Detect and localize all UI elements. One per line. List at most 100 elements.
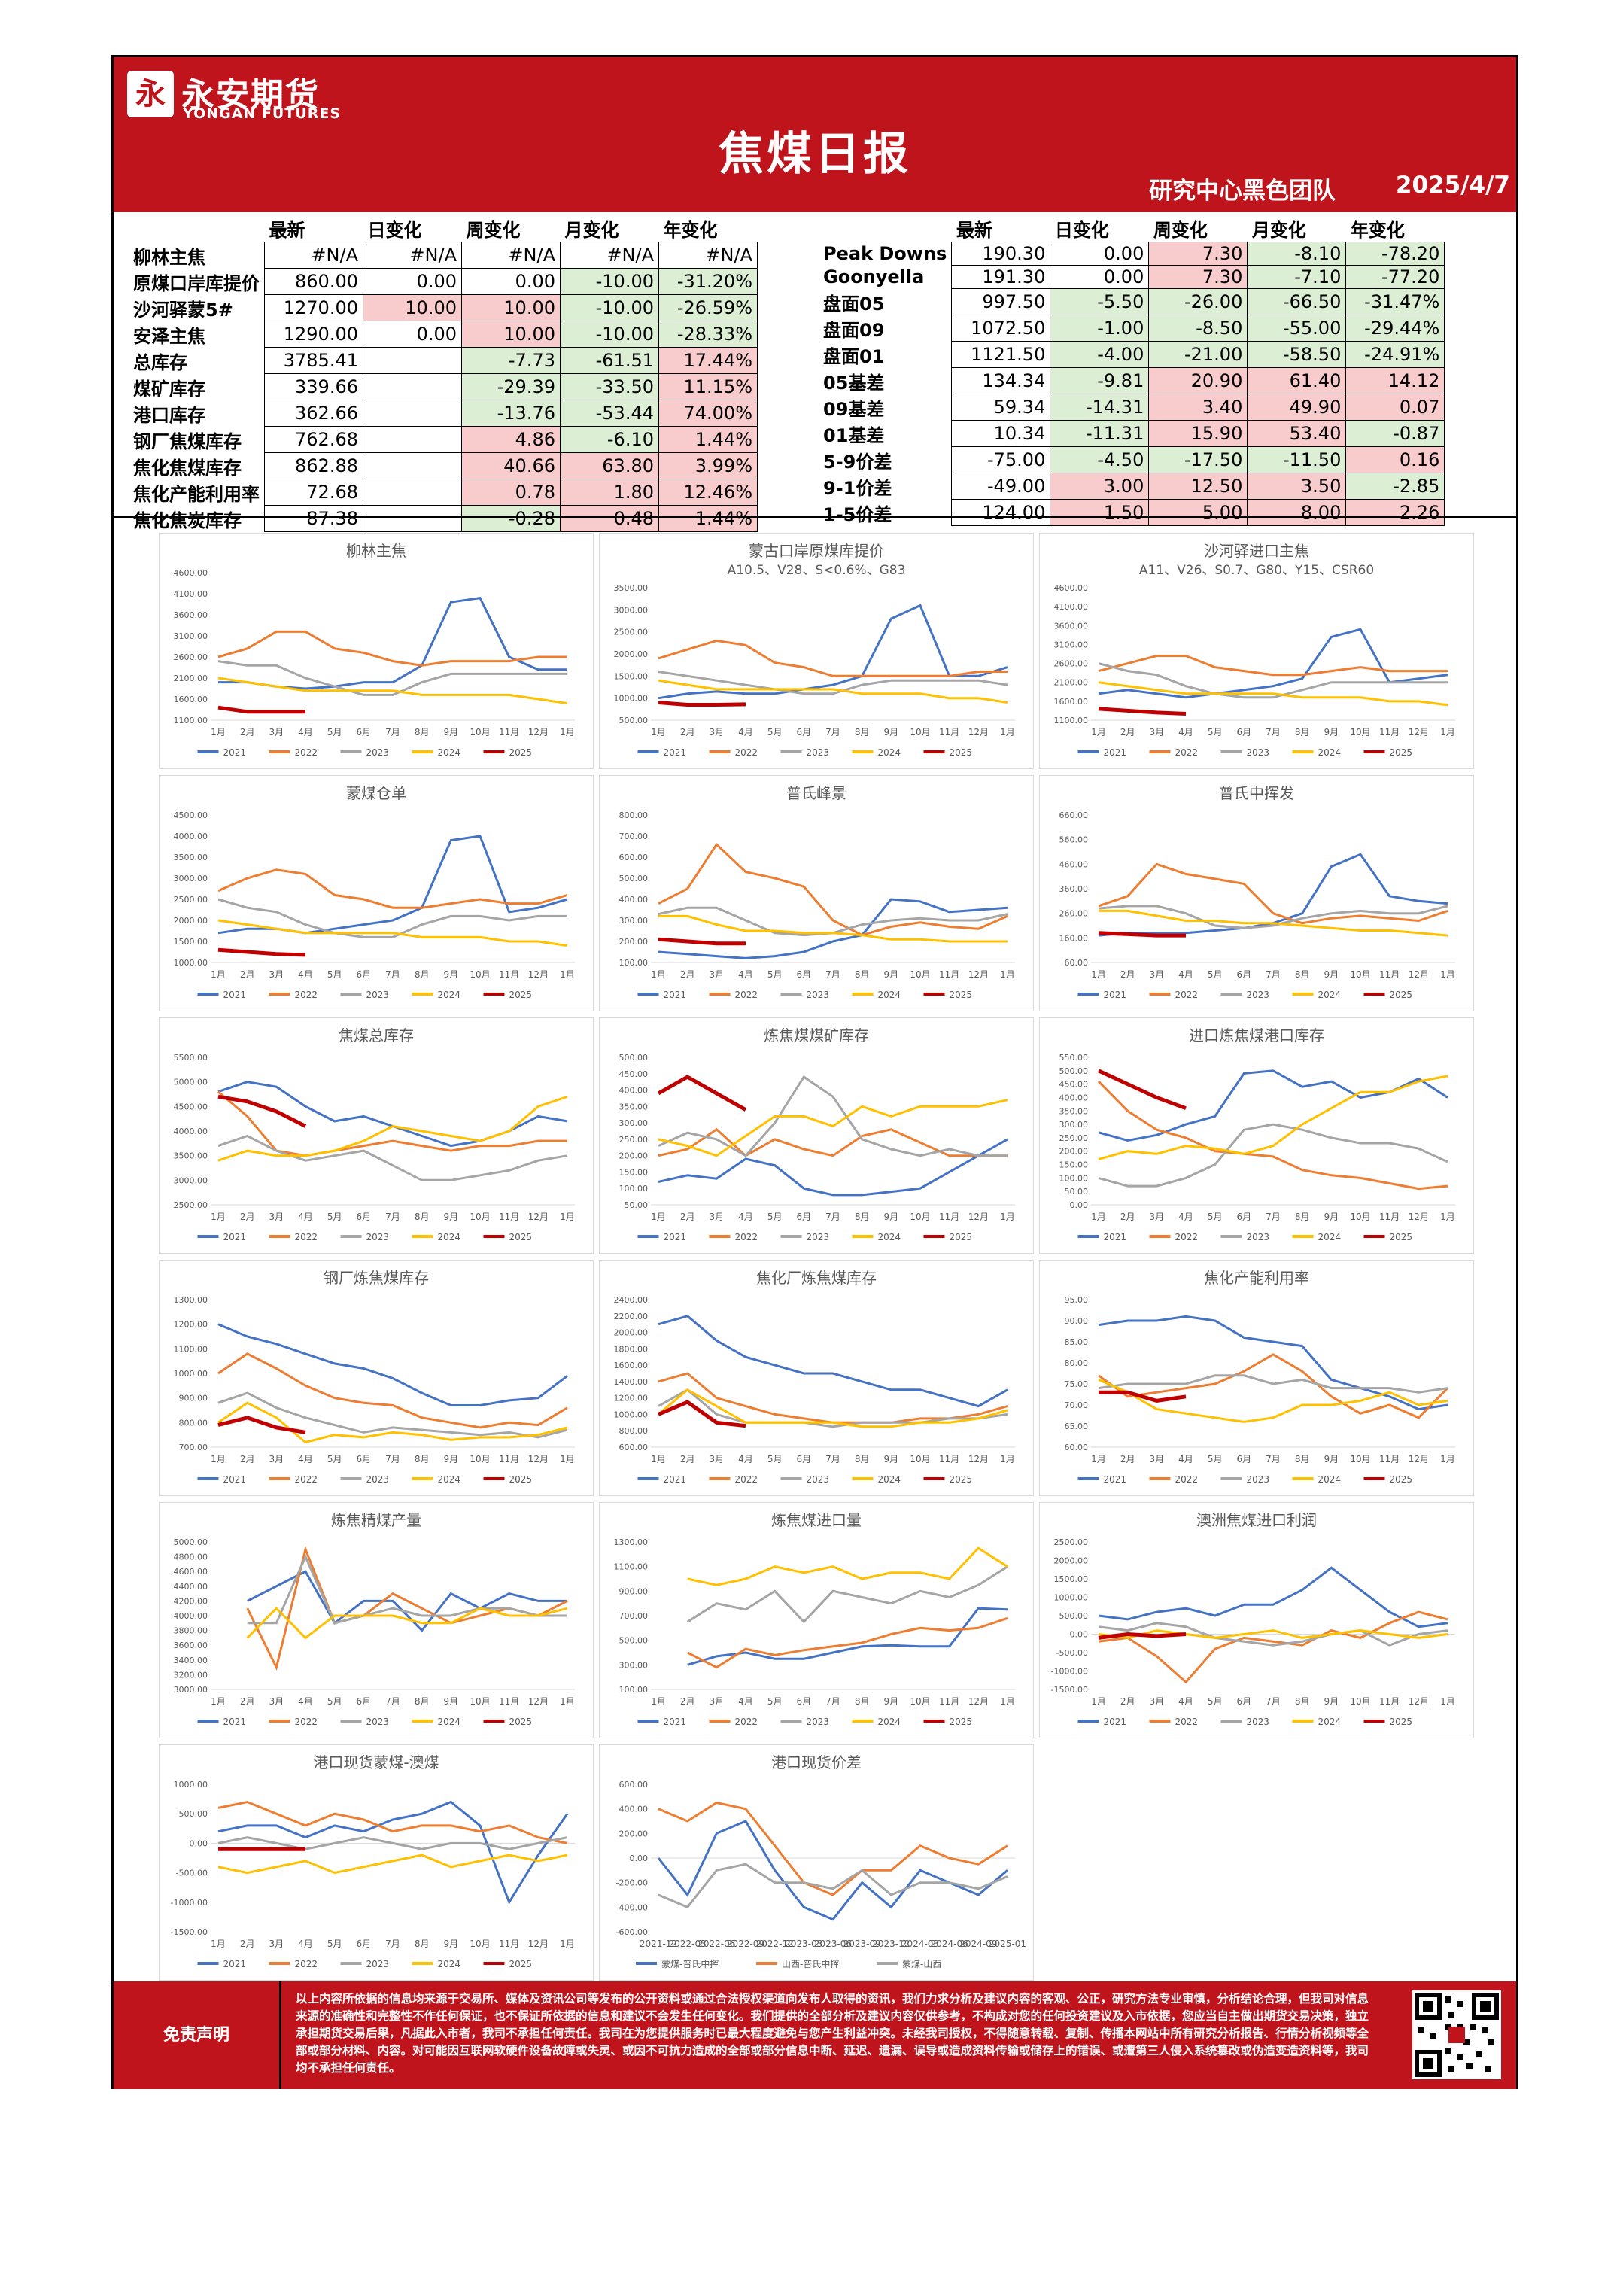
x-tick-label: 9月 (884, 727, 899, 737)
x-tick-label: 2月 (240, 1696, 255, 1707)
y-tick-label: 200.00 (619, 937, 649, 947)
yongan-logo-icon: 永 (127, 71, 174, 117)
cell-value: 10.00 (461, 321, 561, 348)
y-tick-label: 900.00 (619, 1586, 649, 1596)
x-tick-label: 5月 (1208, 1454, 1223, 1464)
y-tick-label: 85.00 (1065, 1337, 1089, 1347)
cell-value: -9.81 (1050, 367, 1150, 394)
legend-label: 2025 (1390, 747, 1413, 758)
row-label: 煤矿库存 (133, 378, 205, 400)
column-header: 周变化 (1153, 220, 1208, 241)
x-tick-label: 8月 (855, 1696, 870, 1707)
legend-label: 蒙煤-普氏中挥 (661, 1958, 719, 1969)
y-tick-label: 400.00 (619, 895, 649, 905)
column-header (129, 215, 265, 242)
chart-svg: 炼焦煤煤矿库存 500.00 450.00 400.00 350.00 300.00 250… (619, 1026, 1015, 1242)
y-tick-label: 3000.00 (614, 605, 649, 615)
cell-value: 10.00 (461, 294, 561, 321)
x-tick-label: 2024-06 (931, 1939, 968, 1949)
cell-value: 1.80 (560, 479, 659, 506)
y-tick-label: 560.00 (1059, 835, 1089, 845)
y-tick-label: 1600.00 (1054, 697, 1089, 707)
cell-value: 1072.50 (951, 315, 1051, 342)
y-tick-label: 4100.00 (174, 589, 208, 599)
y-tick-label: 4800.00 (174, 1552, 208, 1562)
table-row: Goonyella 191.30 0.00 7.30 -7.10 -77.20 (819, 265, 1445, 289)
series-line-2023 (686, 1565, 1008, 1624)
x-tick-label: 1月 (651, 969, 666, 980)
x-tick-label: 6月 (1237, 969, 1252, 980)
x-tick-label: 1月 (1440, 1696, 1455, 1707)
cell-value: -31.47% (1345, 288, 1445, 315)
cell-value: -4.00 (1050, 341, 1150, 368)
x-tick-label: 6月 (797, 727, 812, 737)
y-tick-label: 80.00 (1065, 1358, 1089, 1368)
y-tick-label: 100.00 (619, 1184, 649, 1194)
legend-label: 2025 (1390, 1474, 1413, 1485)
chart-svg: 钢厂炼焦煤库存 1300.00 1200.00 1100.00 1000.00 900.0… (174, 1269, 575, 1485)
cell-value: 0.48 (560, 505, 659, 532)
series-line-2023 (247, 1553, 567, 1625)
column-header: 周变化 (466, 220, 521, 241)
x-tick-label: 7月 (825, 1212, 840, 1222)
x-tick-label: 5月 (327, 969, 342, 980)
cell-value (363, 426, 462, 453)
cell-value: 53.40 (1247, 420, 1347, 447)
y-tick-label: 0.00 (190, 1838, 208, 1848)
x-tick-label: 1月 (651, 1696, 666, 1707)
cell-value: -13.76 (461, 400, 561, 427)
x-tick-label: 7月 (385, 727, 400, 737)
legend-label: 2021 (664, 1717, 687, 1727)
x-tick-label: 11月 (1379, 969, 1400, 980)
legend-label: 2021 (1104, 1232, 1127, 1242)
x-tick-label: 9月 (444, 727, 459, 737)
y-tick-label: 660.00 (1059, 810, 1089, 820)
cell-value: #N/A (461, 242, 561, 269)
x-tick-label: 12月 (528, 969, 549, 980)
x-tick-label: 11月 (1379, 1454, 1400, 1464)
cell-value: 0.78 (461, 479, 561, 506)
series-line-2022 (658, 1372, 1008, 1424)
legend-label: 2021 (1104, 1717, 1127, 1727)
x-tick-label: 2024-03 (901, 1939, 939, 1949)
series-line-2021 (217, 1323, 568, 1406)
x-tick-label: 2月 (680, 1696, 695, 1707)
x-tick-label: 12月 (528, 1696, 549, 1707)
y-tick-label: 300.00 (1059, 1120, 1089, 1130)
column-header: 月变化 (564, 220, 619, 241)
y-tick-label: 600.00 (619, 1780, 649, 1790)
series-line-2025 (658, 937, 746, 946)
y-tick-label: -500.00 (1056, 1648, 1088, 1658)
y-tick-label: 1000.00 (1054, 1593, 1089, 1603)
cell-value: -0.28 (461, 505, 561, 532)
charts-area: 柳林主焦 4600.00 4100.00 3600.00 3100.00 2600.00 2… (114, 516, 1516, 1985)
y-tick-label: 4500.00 (174, 810, 208, 820)
table-row: 焦化焦炭库存 87.38 -0.28 0.48 1.44% (129, 505, 758, 532)
cell-value: 49.90 (1247, 394, 1347, 421)
y-tick-label: 2600.00 (174, 652, 208, 662)
x-tick-label: 2月 (240, 1212, 255, 1222)
chart-subtitle: A10.5、V28、S<0.6%、G83 (728, 563, 906, 578)
chart-panel: 蒙煤仓单 4500.00 4000.00 3500.00 3000.00 2500.00 2… (159, 775, 594, 1011)
x-tick-label: 11月 (499, 1939, 519, 1949)
chart-title: 蒙古口岸原煤库提价 (749, 542, 884, 560)
cell-value: -10.00 (560, 321, 659, 348)
legend-label: 2024 (438, 1959, 461, 1969)
legend-label: 2024 (878, 1232, 901, 1242)
row-label: 5-9价差 (823, 451, 892, 473)
y-tick-label: 400.00 (1059, 1093, 1089, 1102)
y-tick-label: 0.00 (1070, 1630, 1089, 1640)
x-tick-label: 2022-06 (698, 1939, 735, 1949)
x-tick-label: 3月 (1150, 1696, 1165, 1707)
legend-label: 2022 (735, 747, 758, 758)
x-tick-label: 1月 (1000, 1212, 1015, 1222)
series-line-2022 (217, 1090, 567, 1157)
x-tick-label: 2月 (1120, 727, 1135, 737)
series-line-2022 (217, 1800, 568, 1844)
x-tick-label: 2月 (1120, 1212, 1135, 1222)
y-tick-label: 0.00 (630, 1854, 649, 1863)
y-tick-label: 3500.00 (614, 583, 649, 593)
x-tick-label: 4月 (738, 727, 753, 737)
report-date: 2025/4/7 (1395, 172, 1510, 199)
x-tick-label: 10月 (1350, 1212, 1370, 1222)
